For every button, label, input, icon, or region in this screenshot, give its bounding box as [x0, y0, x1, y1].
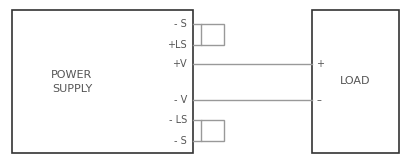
- Text: - V: - V: [174, 95, 187, 105]
- Text: +: +: [316, 59, 324, 69]
- Text: –: –: [316, 95, 321, 105]
- Bar: [201, 24, 224, 45]
- Bar: [312, 10, 399, 153]
- Bar: [201, 120, 224, 141]
- Text: - S: - S: [174, 19, 187, 29]
- Text: - LS: - LS: [169, 115, 187, 125]
- Text: POWER
SUPPLY: POWER SUPPLY: [51, 69, 92, 94]
- Bar: [12, 10, 193, 153]
- Text: +LS: +LS: [167, 40, 187, 50]
- Text: - S: - S: [174, 136, 187, 146]
- Text: +V: +V: [172, 59, 187, 69]
- Text: LOAD: LOAD: [340, 76, 371, 87]
